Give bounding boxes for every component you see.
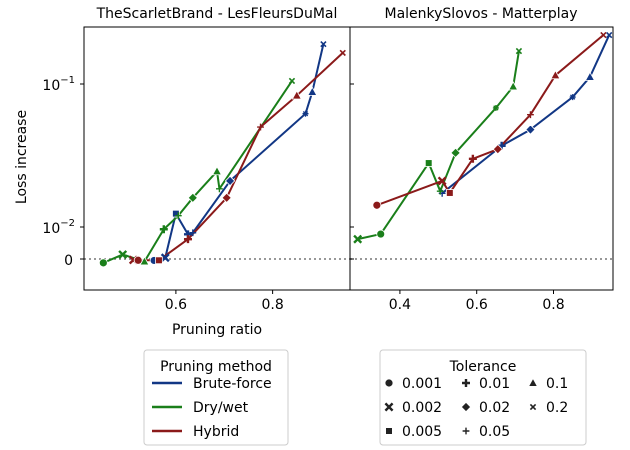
data-point-marker: [133, 255, 143, 265]
data-point-marker: [155, 256, 163, 265]
data-point-marker: [525, 124, 536, 135]
legend-method-title: Pruning method: [160, 359, 272, 375]
data-point-marker: [339, 49, 346, 57]
x-tick-label: 0.6: [165, 297, 187, 313]
data-point-marker: [446, 189, 454, 197]
data-point-marker: [216, 185, 223, 193]
y-tick-label-1e-1: 10−1: [42, 75, 75, 94]
data-point-marker: [550, 69, 561, 80]
data-point-marker: [372, 200, 382, 210]
legend-tolerance-marker: [460, 401, 472, 413]
data-point-marker: [183, 235, 192, 244]
data-point-marker: [424, 159, 433, 167]
legend-tolerance-label: 0.005: [402, 424, 442, 440]
data-point-marker: [224, 175, 236, 187]
series-line-dry-wet: [102, 80, 293, 264]
data-point-marker: [288, 77, 296, 85]
data-point-marker: [605, 31, 613, 39]
legend-tolerance-marker: [385, 427, 393, 435]
chart-panel-right: MalenkySlovos - Matterplay 0.4 0.6 0.8: [349, 6, 614, 313]
y-tick-label-1e-2: 10−2: [42, 218, 75, 237]
data-point-marker: [291, 90, 302, 100]
legend-method-label: Dry/wet: [193, 400, 249, 416]
chart-title-left: TheScarletBrand - LesFleursDuMal: [96, 6, 338, 22]
legend-method-label: Brute-force: [193, 376, 272, 392]
series-line-hybrid: [376, 34, 605, 207]
legend-tolerance-label: 0.02: [479, 400, 510, 416]
data-point-marker: [492, 104, 499, 111]
legend-tolerance-marker: [384, 378, 394, 388]
data-point-marker: [527, 111, 534, 119]
x-tick-label: 0.6: [466, 297, 488, 313]
data-point-marker: [376, 229, 386, 239]
data-point-marker: [302, 110, 309, 117]
data-point-marker: [189, 229, 197, 237]
legend-tolerance-marker: [462, 427, 470, 435]
legend-tolerance-label: 0.1: [546, 376, 568, 392]
legend-tolerance-title: Tolerance: [449, 359, 517, 375]
data-point-marker: [187, 192, 198, 203]
data-point-marker: [257, 123, 264, 131]
legend-tolerance-label: 0.002: [402, 400, 442, 416]
data-point-marker: [450, 147, 461, 159]
x-tick-label: 0.8: [542, 297, 564, 313]
legend-tolerance-marker: [529, 403, 537, 411]
legend-method-label: Hybrid: [193, 424, 239, 440]
legend-tolerance-label: 0.05: [479, 424, 510, 440]
x-tick-label: 0.8: [261, 297, 283, 313]
legend-tolerance-box: [379, 349, 587, 446]
axes-frame-left: [83, 26, 351, 291]
x-tick-label: 0.4: [389, 297, 411, 313]
data-point-marker: [437, 176, 447, 186]
data-point-marker: [508, 81, 519, 91]
legend-method-box: [143, 349, 289, 446]
x-axis-label: Pruning ratio: [172, 322, 262, 338]
data-point-marker: [320, 40, 327, 48]
data-point-marker: [468, 154, 477, 163]
data-point-marker: [515, 47, 523, 55]
legend-tolerance-label: 0.01: [479, 376, 510, 392]
data-point-marker: [211, 165, 223, 176]
series-line-brute-force: [441, 34, 611, 195]
legend-method: Pruning method Brute-force Dry/wet Hybrid: [143, 349, 289, 446]
data-point-marker: [174, 212, 182, 220]
chart-title-right: MalenkySlovos - Matterplay: [384, 6, 577, 22]
data-point-marker: [600, 31, 607, 39]
y-tick-label-zero: 0: [64, 253, 73, 269]
data-point-marker: [172, 209, 180, 218]
data-point-marker: [118, 250, 128, 259]
data-point-marker: [307, 86, 318, 96]
legend-tolerance-marker: [462, 379, 470, 387]
data-point-marker: [98, 258, 108, 268]
axes-frame-right: [349, 26, 614, 291]
data-point-marker: [160, 253, 170, 263]
legend-tolerance-marker: [527, 377, 539, 387]
data-point-marker: [492, 144, 503, 155]
data-point-marker: [159, 225, 168, 234]
data-point-marker: [221, 192, 232, 203]
series-line-brute-force: [153, 43, 325, 262]
chart-panel-left: TheScarletBrand - LesFleursDuMal Loss in…: [14, 6, 351, 338]
data-point-marker: [569, 94, 576, 101]
y-axis-label: Loss increase: [14, 110, 30, 204]
legend-tolerance: Tolerance 0.001 0.01 0.1 0.002 0.02 0.2 0.005 0…: [379, 349, 587, 446]
legend-tolerance-label: 0.2: [546, 400, 568, 416]
series-line-dry-wet: [357, 50, 520, 241]
legend-tolerance-marker: [384, 402, 394, 412]
legend-tolerance-label: 0.001: [402, 376, 442, 392]
data-point-marker: [436, 187, 444, 195]
data-point-marker: [584, 71, 596, 81]
data-point-marker: [353, 234, 363, 244]
